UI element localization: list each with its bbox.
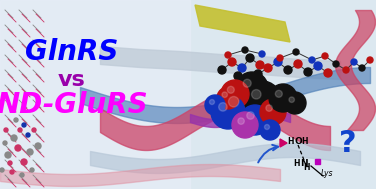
Circle shape bbox=[205, 95, 225, 115]
Circle shape bbox=[269, 84, 297, 112]
Circle shape bbox=[221, 80, 249, 108]
Circle shape bbox=[289, 97, 294, 102]
Circle shape bbox=[228, 58, 236, 66]
Circle shape bbox=[14, 118, 18, 122]
Circle shape bbox=[247, 112, 254, 119]
Text: O: O bbox=[294, 138, 302, 146]
Text: ND-GluRS: ND-GluRS bbox=[0, 91, 148, 119]
Circle shape bbox=[351, 59, 357, 65]
Circle shape bbox=[324, 69, 332, 77]
Circle shape bbox=[11, 135, 17, 141]
Circle shape bbox=[15, 145, 21, 151]
Circle shape bbox=[211, 95, 245, 129]
Circle shape bbox=[10, 170, 14, 174]
Circle shape bbox=[240, 105, 270, 135]
Polygon shape bbox=[280, 139, 287, 147]
Circle shape bbox=[244, 76, 252, 84]
Circle shape bbox=[238, 64, 246, 72]
Circle shape bbox=[254, 70, 262, 78]
Circle shape bbox=[219, 87, 261, 129]
Circle shape bbox=[252, 90, 261, 99]
Circle shape bbox=[229, 96, 239, 107]
Circle shape bbox=[225, 52, 231, 58]
Circle shape bbox=[0, 168, 4, 172]
Circle shape bbox=[333, 61, 339, 67]
Circle shape bbox=[209, 99, 214, 105]
Circle shape bbox=[304, 68, 312, 76]
Circle shape bbox=[322, 53, 328, 59]
Text: H: H bbox=[293, 159, 299, 167]
Circle shape bbox=[222, 92, 227, 98]
Circle shape bbox=[30, 168, 34, 172]
Text: GlnRS: GlnRS bbox=[25, 38, 119, 66]
Circle shape bbox=[359, 65, 365, 71]
Text: H: H bbox=[303, 163, 309, 173]
Circle shape bbox=[18, 128, 22, 132]
Circle shape bbox=[4, 128, 8, 132]
Circle shape bbox=[277, 55, 283, 61]
Text: H: H bbox=[287, 136, 293, 146]
Text: N: N bbox=[300, 159, 308, 167]
Circle shape bbox=[219, 103, 227, 111]
Circle shape bbox=[256, 61, 264, 69]
Circle shape bbox=[234, 72, 242, 80]
Bar bbox=[0, 0, 190, 189]
Circle shape bbox=[242, 47, 248, 53]
Circle shape bbox=[32, 128, 36, 132]
Circle shape bbox=[227, 86, 234, 93]
Circle shape bbox=[274, 58, 282, 66]
Circle shape bbox=[314, 62, 322, 70]
Circle shape bbox=[367, 57, 373, 63]
Circle shape bbox=[343, 67, 349, 73]
Circle shape bbox=[246, 54, 254, 62]
Bar bbox=[315, 159, 320, 164]
Circle shape bbox=[309, 57, 315, 63]
Circle shape bbox=[264, 125, 270, 129]
Text: H: H bbox=[302, 136, 308, 146]
Circle shape bbox=[232, 112, 258, 138]
Circle shape bbox=[21, 159, 27, 165]
Circle shape bbox=[35, 143, 41, 149]
Polygon shape bbox=[195, 5, 290, 42]
Circle shape bbox=[20, 173, 24, 177]
Circle shape bbox=[27, 149, 33, 155]
Circle shape bbox=[236, 72, 268, 104]
Circle shape bbox=[243, 79, 251, 87]
Circle shape bbox=[284, 66, 292, 74]
Circle shape bbox=[275, 90, 282, 97]
Text: ?: ? bbox=[339, 129, 357, 157]
Circle shape bbox=[259, 51, 265, 57]
Circle shape bbox=[5, 152, 11, 158]
Circle shape bbox=[218, 66, 226, 74]
Circle shape bbox=[3, 141, 7, 145]
Circle shape bbox=[260, 120, 280, 140]
Circle shape bbox=[264, 64, 272, 72]
Circle shape bbox=[217, 87, 239, 109]
Circle shape bbox=[294, 60, 302, 68]
Circle shape bbox=[260, 99, 286, 125]
Circle shape bbox=[266, 105, 272, 111]
Circle shape bbox=[8, 161, 12, 165]
Circle shape bbox=[22, 123, 26, 127]
Circle shape bbox=[243, 81, 281, 119]
Circle shape bbox=[284, 92, 306, 114]
Text: vs: vs bbox=[58, 70, 86, 90]
Circle shape bbox=[238, 118, 244, 124]
Circle shape bbox=[293, 49, 299, 55]
Circle shape bbox=[26, 133, 30, 137]
Text: Lys: Lys bbox=[321, 170, 334, 178]
